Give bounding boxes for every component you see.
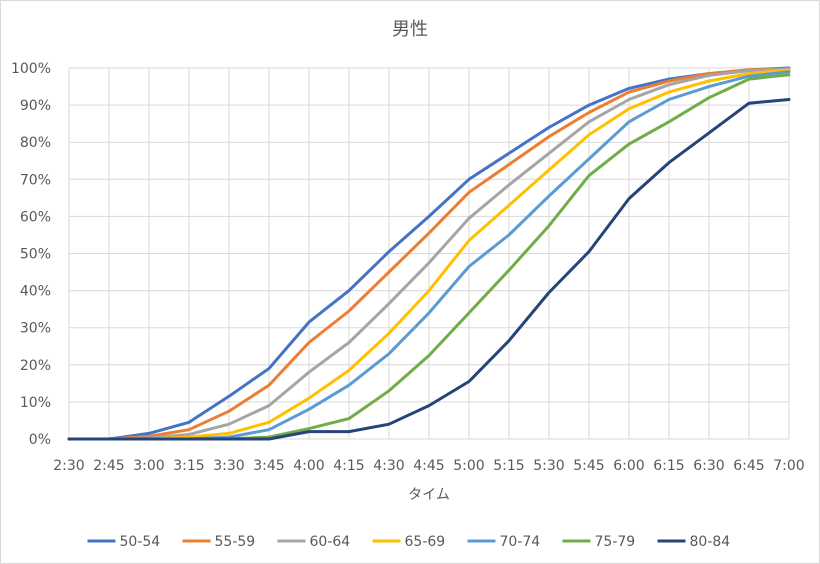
y-tick-label: 70% [20, 172, 51, 188]
series-line-50-54 [67, 66, 791, 441]
x-tick-label: 3:45 [253, 458, 284, 474]
y-tick-label: 60% [20, 209, 51, 225]
legend-label: 65-69 [405, 534, 446, 550]
legend-item-60-64: 60-64 [277, 534, 351, 550]
x-tick-label: 5:30 [533, 458, 564, 474]
series-line-60-64 [67, 67, 791, 441]
x-tick-label: 2:30 [53, 458, 84, 474]
x-tick-label: 6:15 [653, 458, 684, 474]
chart-title: 男性 [392, 19, 428, 40]
y-tick-label: 10% [20, 395, 51, 411]
x-tick-label: 4:00 [293, 458, 324, 474]
gridlines [68, 67, 790, 440]
legend: 50-54 55-59 60-64 65-69 70-74 75-79 80-84 [87, 534, 731, 550]
series-line-55-59 [67, 67, 791, 441]
y-tick-label: 100% [11, 61, 51, 77]
x-tick-label: 2:45 [93, 458, 124, 474]
legend-item-70-74: 70-74 [467, 534, 541, 550]
legend-item-80-84: 80-84 [657, 534, 731, 550]
x-tick-label: 3:00 [133, 458, 164, 474]
x-tick-label: 6:45 [733, 458, 764, 474]
legend-item-75-79: 75-79 [562, 534, 636, 550]
x-tick-label: 4:45 [413, 458, 444, 474]
x-tick-label: 3:15 [173, 458, 204, 474]
x-axis-tick-labels: 2:30 2:45 3:00 3:15 3:30 3:45 4:00 4:15 4:30 4:45… [53, 458, 804, 474]
legend-label: 75-79 [595, 534, 636, 550]
x-tick-label: 5:45 [573, 458, 604, 474]
legend-label: 70-74 [500, 534, 541, 550]
legend-label: 60-64 [310, 534, 351, 550]
y-tick-label: 50% [20, 247, 51, 263]
legend-item-50-54: 50-54 [87, 534, 161, 550]
y-axis-tick-labels: 0% 10% 20% 30% 40% 50% 60% 70% 80% 90% 100% [11, 61, 51, 448]
x-tick-label: 3:30 [213, 458, 244, 474]
legend-label: 80-84 [690, 534, 731, 550]
x-axis-title: タイム [408, 487, 450, 503]
legend-label: 50-54 [120, 534, 161, 550]
x-tick-label: 6:30 [693, 458, 724, 474]
x-tick-label: 4:30 [373, 458, 404, 474]
x-tick-label: 5:00 [453, 458, 484, 474]
y-tick-label: 0% [29, 432, 51, 448]
y-tick-label: 30% [20, 321, 51, 337]
series-line-65-69 [67, 68, 791, 441]
x-tick-label: 5:15 [493, 458, 524, 474]
x-tick-label: 4:15 [333, 458, 364, 474]
series-lines [67, 66, 791, 441]
x-tick-label: 6:00 [613, 458, 644, 474]
y-tick-label: 80% [20, 135, 51, 151]
y-tick-label: 90% [20, 98, 51, 114]
y-tick-label: 20% [20, 358, 51, 374]
legend-label: 55-59 [215, 534, 256, 550]
y-tick-label: 40% [20, 284, 51, 300]
legend-item-65-69: 65-69 [372, 534, 446, 550]
legend-item-55-59: 55-59 [182, 534, 256, 550]
x-tick-label: 7:00 [773, 458, 804, 474]
series-line-80-84 [67, 98, 791, 441]
